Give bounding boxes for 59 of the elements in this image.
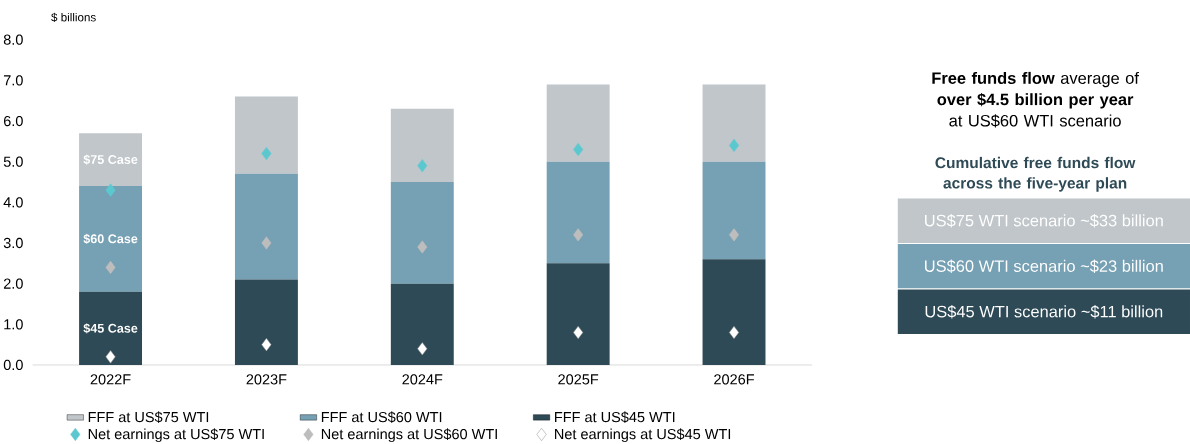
legend-label: Net earnings at US$45 WTI xyxy=(555,428,731,442)
point xyxy=(729,325,739,339)
y-axis-title: $ billions xyxy=(51,12,96,22)
bar xyxy=(234,96,298,174)
point xyxy=(105,350,116,364)
bar xyxy=(546,84,610,162)
point xyxy=(105,260,116,274)
y-tick-label: 3.0 xyxy=(3,237,23,248)
legend-label: Net earnings at US$60 WTI xyxy=(321,428,497,442)
annotation: $60 Case xyxy=(83,233,138,244)
x-tick-label: 2022F xyxy=(90,374,131,385)
point xyxy=(573,142,584,156)
bar xyxy=(79,133,143,186)
annotation: $75 Case xyxy=(83,154,138,165)
y-tick-label: 7.0 xyxy=(3,75,23,86)
y-tick-label: 5.0 xyxy=(3,156,23,167)
point xyxy=(729,228,739,242)
x-tick-label: 2024F xyxy=(402,374,443,385)
legend-label: FFF at US$60 WTI xyxy=(321,411,442,423)
bar xyxy=(702,259,766,365)
point xyxy=(417,240,428,254)
text: US$60 WTI scenario ~$23 billion xyxy=(925,259,1163,273)
bar xyxy=(79,291,143,365)
annotation: $45 Case xyxy=(83,323,138,334)
y-tick-label: 1.0 xyxy=(4,318,23,330)
x-tick-label: 2025F xyxy=(558,374,599,385)
bar xyxy=(234,173,298,280)
text: US$75 WTI scenario ~$33 billion xyxy=(925,213,1163,228)
text: US$45 WTI scenario ~$11 billion xyxy=(925,304,1163,319)
point xyxy=(105,183,116,197)
legend-label: Net earnings at US$75 WTI xyxy=(88,428,264,442)
bar xyxy=(546,161,610,264)
x-tick-label: 2023F xyxy=(246,374,287,385)
bar xyxy=(702,84,766,162)
point xyxy=(417,341,428,356)
y-tick-label: 4.0 xyxy=(3,197,23,208)
bar xyxy=(702,161,766,260)
point xyxy=(261,146,272,160)
point xyxy=(729,138,739,152)
bar xyxy=(390,283,454,365)
y-tick-label: 8.0 xyxy=(3,34,23,45)
text: Free funds flow average of over $4.5 billion per year at US$60 WTI scenario xyxy=(932,71,1139,128)
point xyxy=(261,236,272,250)
y-tick-label: 6.0 xyxy=(3,115,23,126)
text: Cumulative free funds flow across the five-year plan xyxy=(935,156,1136,192)
point xyxy=(573,325,584,339)
bar xyxy=(390,108,454,182)
y-tick-label: 2.0 xyxy=(3,278,23,289)
bar xyxy=(79,185,143,292)
bar xyxy=(390,181,454,284)
bar xyxy=(234,279,298,365)
point xyxy=(573,228,584,242)
legend-label: FFF at US$45 WTI xyxy=(555,411,675,423)
legend-label: FFF at US$75 WTI xyxy=(88,411,209,423)
bar xyxy=(546,263,610,365)
x-tick-label: 2026F xyxy=(714,374,755,385)
point xyxy=(261,337,272,351)
y-tick-label: 0.0 xyxy=(3,359,23,370)
point xyxy=(417,159,428,173)
